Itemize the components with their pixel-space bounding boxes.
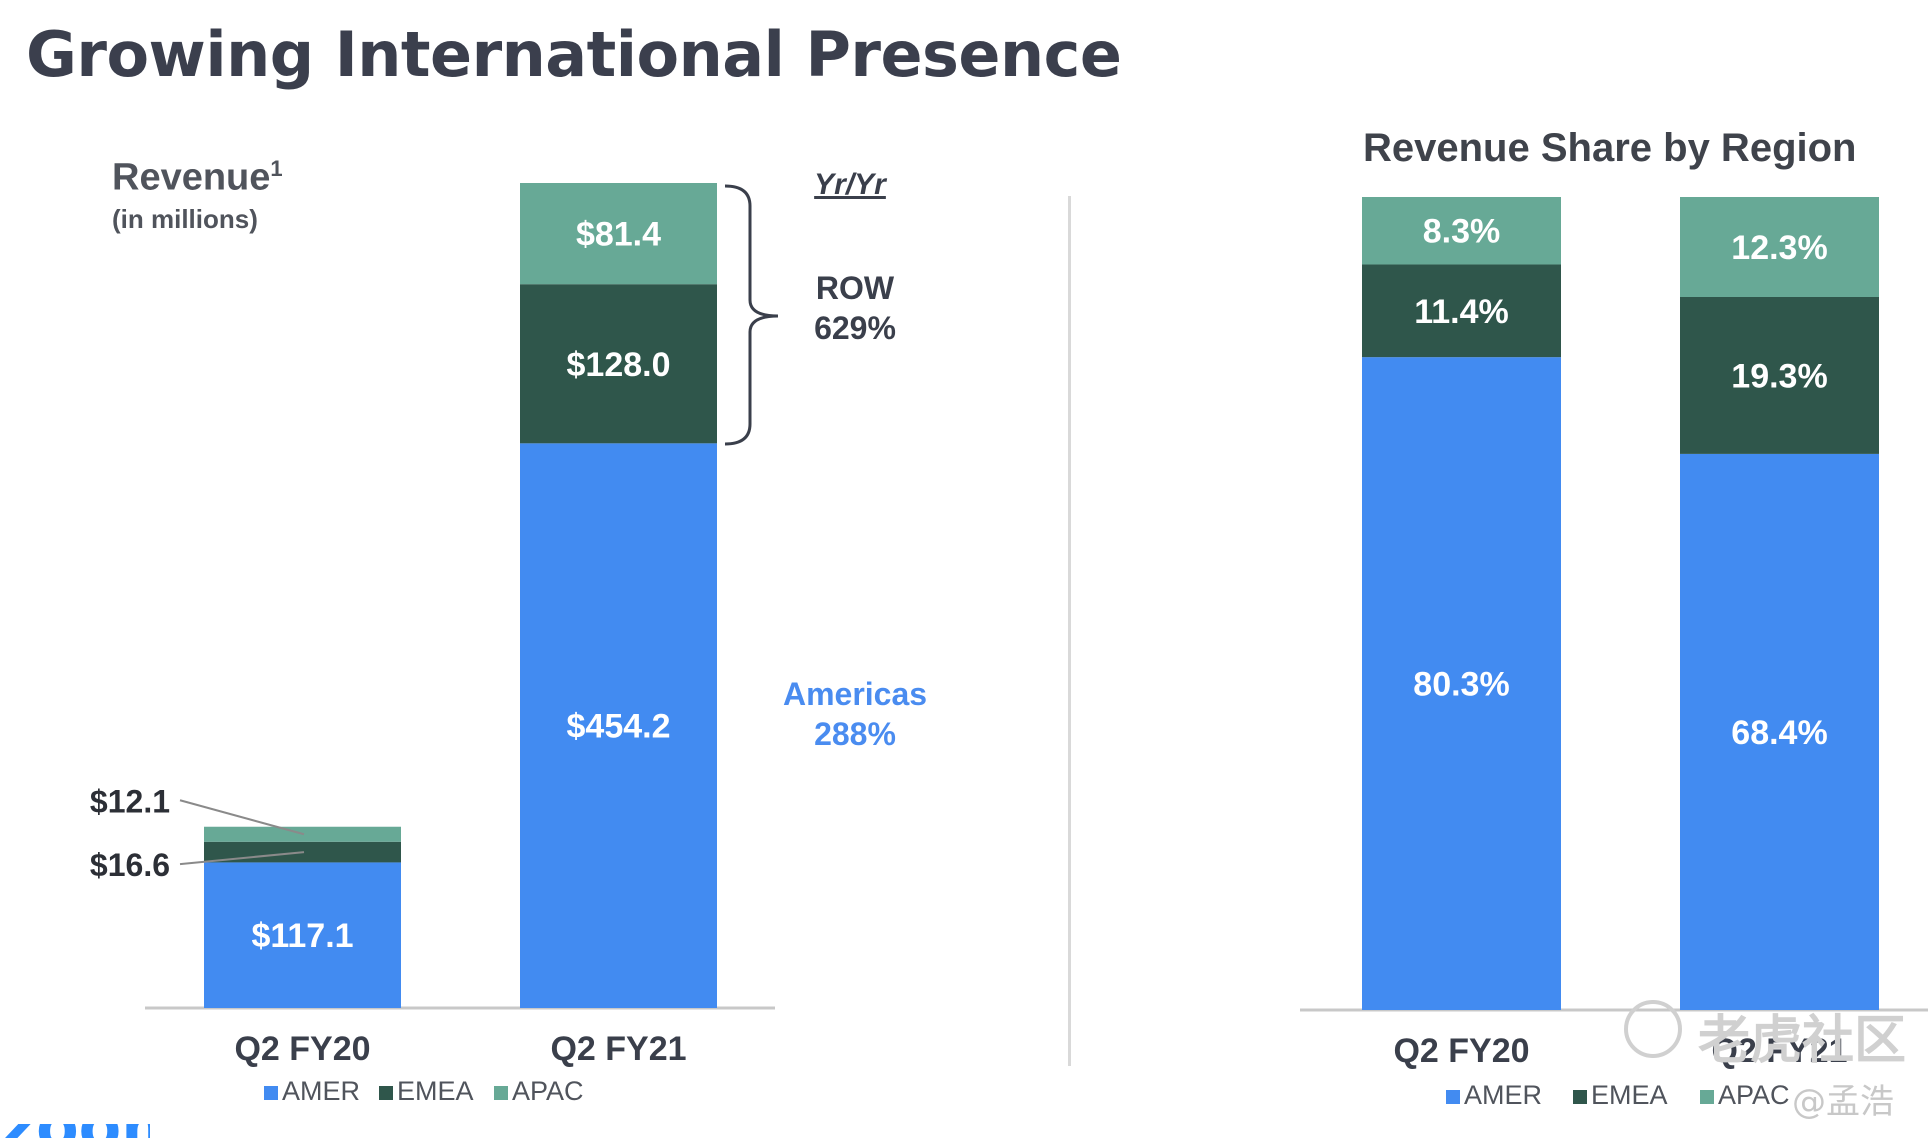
revenue-chart-subtitle: (in millions) bbox=[112, 204, 258, 234]
share-bar-emea-q2-fy21 bbox=[1680, 296, 1879, 454]
share-label-emea-q2-fy21: 19.3% bbox=[1731, 357, 1827, 395]
chart-divider bbox=[1068, 196, 1071, 1066]
share-legend-amer: AMER bbox=[1464, 1080, 1542, 1110]
share-label-amer-q2-fy21: 68.4% bbox=[1731, 714, 1827, 752]
revenue-label-amer-q2-fy20: $117.1 bbox=[251, 917, 353, 955]
revenue-category-q2-fy21: Q2 FY21 bbox=[550, 1030, 686, 1068]
share-legend-emea: EMEA bbox=[1591, 1080, 1668, 1110]
share-label-amer-q2-fy20: 80.3% bbox=[1413, 666, 1509, 704]
watermark-logo-icon bbox=[1624, 1000, 1682, 1058]
share-legend-swatch-amer bbox=[1446, 1090, 1460, 1104]
yoy-heading: Yr/Yr bbox=[814, 168, 886, 201]
revenue-label-apac-q2-fy20: $12.1 bbox=[90, 783, 170, 819]
page-title: Growing International Presence bbox=[26, 18, 1122, 91]
zoom-logo: zoom bbox=[0, 1124, 150, 1138]
revenue-legend-swatch-emea bbox=[379, 1086, 393, 1100]
share-bar-amer-q2-fy21 bbox=[1680, 453, 1879, 1011]
share-category-q2-fy20: Q2 FY20 bbox=[1393, 1032, 1529, 1070]
revenue-legend-swatch-apac bbox=[494, 1086, 508, 1100]
revenue-label-emea-q2-fy21: $128.0 bbox=[567, 346, 671, 384]
revenue-legend-amer: AMER bbox=[282, 1076, 360, 1106]
revenue-bar-emea-q2-fy21 bbox=[520, 284, 717, 444]
share-bar-amer-q2-fy20 bbox=[1362, 357, 1561, 1010]
revenue-leader-emea-q2-fy20 bbox=[179, 851, 305, 866]
revenue-title-text: Revenue bbox=[112, 156, 271, 199]
revenue-bar-amer-q2-fy20 bbox=[204, 862, 401, 1008]
share-bar-apac-q2-fy20 bbox=[1362, 197, 1561, 265]
revenue-category-q2-fy20: Q2 FY20 bbox=[234, 1030, 370, 1068]
row-bracket-path bbox=[724, 184, 779, 446]
share-label-apac-q2-fy21: 12.3% bbox=[1731, 229, 1827, 267]
revenue-legend-swatch-amer bbox=[264, 1086, 278, 1100]
share-chart-title: Revenue Share by Region bbox=[1363, 126, 1857, 170]
revenue-bar-amer-q2-fy21 bbox=[520, 443, 717, 1008]
share-legend-apac: APAC bbox=[1718, 1080, 1790, 1110]
revenue-label-emea-q2-fy20: $16.6 bbox=[90, 847, 170, 883]
americas-growth-value: 288% bbox=[814, 716, 896, 752]
share-category-q2-fy21: Q2 FY21 bbox=[1711, 1032, 1847, 1070]
revenue-leader-apac-q2-fy20 bbox=[179, 799, 305, 836]
share-bar-emea-q2-fy20 bbox=[1362, 264, 1561, 358]
americas-growth-note: Americas 288% bbox=[760, 674, 950, 754]
revenue-chart-title: Revenue1 bbox=[112, 156, 283, 200]
share-label-emea-q2-fy20: 11.4% bbox=[1414, 293, 1509, 331]
watermark-user: @孟浩 bbox=[1792, 1082, 1894, 1122]
americas-growth-label: Americas bbox=[782, 676, 928, 712]
share-legend-swatch-apac bbox=[1700, 1090, 1714, 1104]
row-growth-value: 629% bbox=[814, 310, 896, 346]
footnote-mark: 1 bbox=[270, 156, 283, 181]
share-legend-swatch-emea bbox=[1573, 1090, 1587, 1104]
share-bar-apac-q2-fy21 bbox=[1680, 197, 1879, 297]
share-label-apac-q2-fy20: 8.3% bbox=[1423, 213, 1501, 251]
revenue-label-apac-q2-fy21: $81.4 bbox=[576, 216, 661, 254]
row-growth-label: ROW bbox=[815, 270, 895, 306]
revenue-legend-apac: APAC bbox=[512, 1076, 584, 1106]
watermark-text: 老虎社区 bbox=[1698, 1011, 1907, 1071]
row-growth-note: ROW 629% bbox=[790, 268, 920, 348]
zoom-logo-text: zoom bbox=[0, 1124, 150, 1138]
revenue-bar-apac-q2-fy21 bbox=[520, 183, 717, 285]
revenue-label-amer-q2-fy21: $454.2 bbox=[567, 708, 671, 746]
revenue-legend-emea: EMEA bbox=[397, 1076, 474, 1106]
